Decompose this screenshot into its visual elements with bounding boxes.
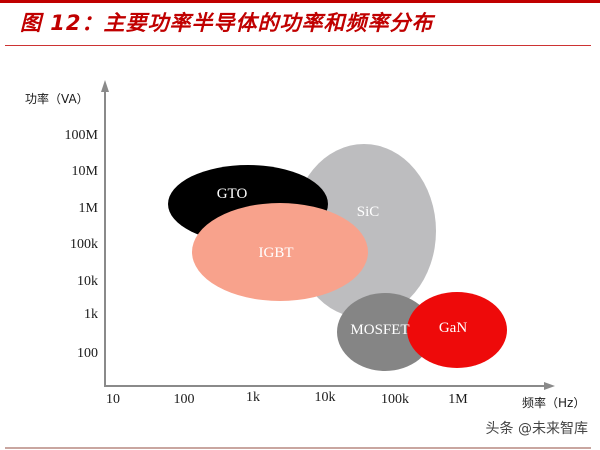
gan-label: GaN [439,320,467,336]
top-rule [0,0,600,3]
x-tick: 100 [174,392,195,407]
x-axis-arrow-icon [544,382,555,390]
figure-title: 图 12：主要功率半导体的功率和频率分布 [20,11,434,35]
y-tick: 1k [84,307,98,322]
x-tick: 10k [315,390,336,405]
bottom-rule [5,447,591,449]
mosfet-region [337,293,433,371]
axes [101,80,555,390]
bipolar-label: Bipolar [245,309,290,325]
sic-label: SiC [357,204,380,220]
y-tick: 100 [77,346,98,361]
y-axis-title: 功率（VA） [25,91,89,106]
igbt-region [192,203,368,301]
x-tick: 10 [106,392,120,407]
title-rule [5,45,591,46]
x-tick-labels: 10 100 1k 10k 100k 1M [106,390,468,407]
watermark: 头条 @未来智库 [485,421,588,437]
y-axis-arrow-icon [101,80,109,92]
y-tick: 10M [72,164,99,179]
gto-label: GTO [217,186,248,202]
x-tick: 1M [448,392,468,407]
y-tick: 100k [70,237,98,252]
y-tick: 100M [65,128,99,143]
y-tick: 10k [77,274,98,289]
y-tick-labels: 100M 10M 1M 100k 10k 1k 100 [65,128,99,361]
x-tick: 1k [246,390,260,405]
x-axis-title: 频率（Hz） [522,395,585,410]
y-tick: 1M [79,201,99,216]
mosfet-label: MOSFET [350,322,409,338]
igbt-label: IGBT [259,245,294,261]
x-tick: 100k [381,392,409,407]
gan-region [407,292,507,368]
